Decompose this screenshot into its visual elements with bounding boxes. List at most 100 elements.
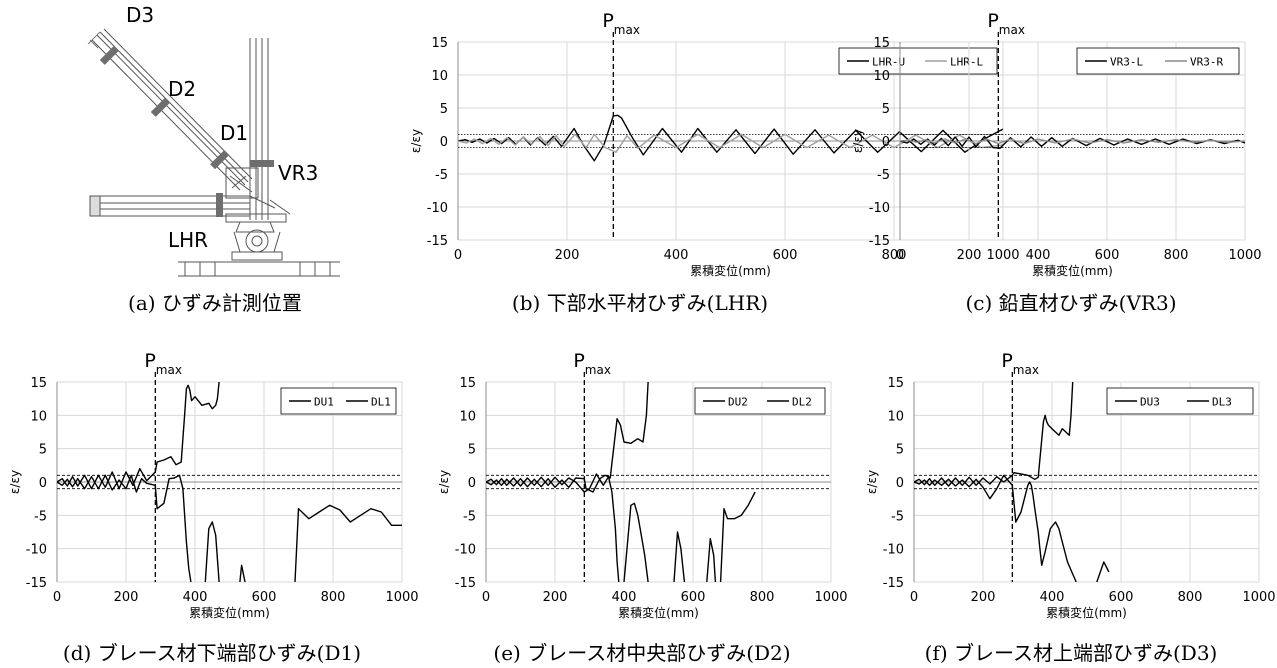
y-tick-label: -15: [427, 234, 448, 249]
y-tick-label: 5: [468, 443, 476, 458]
y-axis-label: ε/εy: [409, 129, 423, 153]
x-tick-label: 400: [612, 590, 637, 605]
legend-label-lhr-u: LHR-U: [872, 56, 905, 69]
x-tick-label: 200: [957, 248, 982, 263]
legend-label-du2: DU2: [728, 396, 748, 409]
pmax-label-subscript: max: [585, 363, 611, 377]
y-tick-label: -15: [455, 576, 476, 591]
y-tick-label: -5: [877, 168, 890, 183]
series-group: [900, 135, 1245, 149]
legend: VR3-L VR3-R: [1076, 47, 1240, 75]
y-tick-label: -15: [883, 576, 904, 591]
y-tick-label: 5: [440, 102, 448, 117]
x-tick-label: 0: [896, 248, 904, 263]
pmax-label: Pmax: [987, 10, 1025, 37]
caption-a: (a) ひずみ計測位置: [128, 291, 302, 315]
strain-gauges: [99, 45, 274, 217]
label-d2: D2: [168, 77, 196, 101]
x-tick-label: 1000: [1242, 590, 1275, 605]
x-tick-label: 200: [971, 590, 996, 605]
x-tick-label: 400: [1040, 590, 1065, 605]
legend: LHR-U LHR-L: [838, 47, 998, 75]
label-d3: D3: [126, 3, 154, 27]
y-tick-label: 15: [873, 36, 890, 51]
x-tick-label: 600: [773, 248, 798, 263]
y-tick-label: -5: [435, 168, 448, 183]
y-tick-label: 15: [887, 376, 904, 391]
series-line-lhr-l: [458, 133, 1003, 153]
y-axis-label: ε/εy: [851, 129, 865, 153]
y-tick-label: 0: [882, 135, 890, 150]
gauge-d3: [99, 45, 119, 65]
series-line-du1: [57, 382, 220, 490]
chart-d-d1-strain: 0 200 400 600 800 1000 15 10 5 0 -5 -10 -15 累積変位(mm) ε…: [8, 350, 419, 665]
x-tick-label: 400: [1026, 248, 1051, 263]
vertical-column: [249, 38, 269, 220]
y-axis-label: ε/εy: [8, 470, 22, 494]
pmax-label-subscript: max: [614, 23, 640, 37]
y-tick-label: -5: [34, 509, 47, 524]
pmax-label-subscript: max: [999, 23, 1025, 37]
lower-horizontal-member: [89, 195, 291, 217]
series-line-du3: [914, 382, 1074, 487]
x-tick-label: 1000: [385, 590, 418, 605]
y-tick-label: 5: [896, 443, 904, 458]
x-tick-label: 0: [454, 248, 462, 263]
series-group: [458, 114, 1003, 162]
y-tick-label: -5: [463, 509, 476, 524]
x-tick-label: 0: [910, 590, 918, 605]
x-tick-label: 200: [114, 590, 139, 605]
x-tick-label: 400: [183, 590, 208, 605]
pmax-label-subscript: max: [1013, 363, 1039, 377]
label-lhr: LHR: [168, 228, 208, 252]
y-tick-label: -10: [869, 201, 890, 216]
y-tick-label: 5: [39, 443, 47, 458]
y-tick-label: 15: [30, 376, 47, 391]
label-d1: D1: [220, 121, 248, 145]
legend-label-du1: DU1: [314, 396, 334, 409]
gauge-d1: [210, 150, 230, 170]
label-vr3: VR3: [278, 161, 318, 185]
y-tick-label: -10: [427, 201, 448, 216]
x-tick-label: 1000: [1228, 248, 1261, 263]
legend-label-lhr-l: LHR-L: [950, 56, 983, 69]
x-tick-label: 0: [53, 590, 61, 605]
pmax-label: Pmax: [1001, 350, 1039, 377]
y-tick-label: 15: [459, 376, 476, 391]
y-tick-label: 5: [882, 102, 890, 117]
chart-caption: (b) 下部水平材ひずみ(LHR): [512, 291, 768, 315]
chart-f-d3-strain: 0 200 400 600 800 1000 15 10 5 0 -5 -10 -15 累積変位(mm) ε…: [865, 350, 1276, 665]
chart-e-d2-strain: 0 200 400 600 800 1000 15 10 5 0 -5 -10 -15 累積変位(mm) ε…: [437, 350, 848, 665]
legend: DU3 DL3: [1106, 387, 1254, 415]
legend-label-vr3-l: VR3-L: [1110, 56, 1143, 69]
legend-label-vr3-r: VR3-R: [1190, 56, 1223, 69]
y-tick-label: -10: [883, 543, 904, 558]
x-tick-label: 600: [681, 590, 706, 605]
y-tick-label: 0: [896, 476, 904, 491]
x-tick-label: 800: [750, 590, 775, 605]
chart-caption: (e) ブレース材中央部ひずみ(D2): [493, 641, 790, 665]
pmax-label: Pmax: [573, 350, 611, 377]
pmax-label: Pmax: [144, 350, 182, 377]
y-tick-label: 10: [873, 69, 890, 84]
gauge-lhr: [216, 193, 223, 217]
y-tick-label: 10: [459, 409, 476, 424]
y-tick-label: -15: [869, 234, 890, 249]
y-tick-label: 0: [440, 135, 448, 150]
y-tick-label: 0: [39, 476, 47, 491]
series-group: [486, 382, 756, 582]
series-line-dl2: [486, 474, 756, 582]
x-tick-label: 800: [1164, 248, 1189, 263]
x-axis-label: 累積変位(mm): [618, 605, 699, 620]
x-tick-label: 600: [1095, 248, 1120, 263]
y-tick-label: 0: [468, 476, 476, 491]
y-tick-label: 10: [431, 69, 448, 84]
y-tick-label: -5: [891, 509, 904, 524]
x-tick-label: 800: [1178, 590, 1203, 605]
x-axis-label: 累積変位(mm): [189, 605, 270, 620]
pin-support: [178, 213, 340, 277]
legend: DU1 DL1: [280, 387, 397, 415]
strain-gauge-location-diagram: D3 D2 D1 VR3 LHR: [87, 3, 340, 277]
legend-label-dl3: DL3: [1212, 396, 1232, 409]
gauge-d2: [150, 97, 170, 117]
